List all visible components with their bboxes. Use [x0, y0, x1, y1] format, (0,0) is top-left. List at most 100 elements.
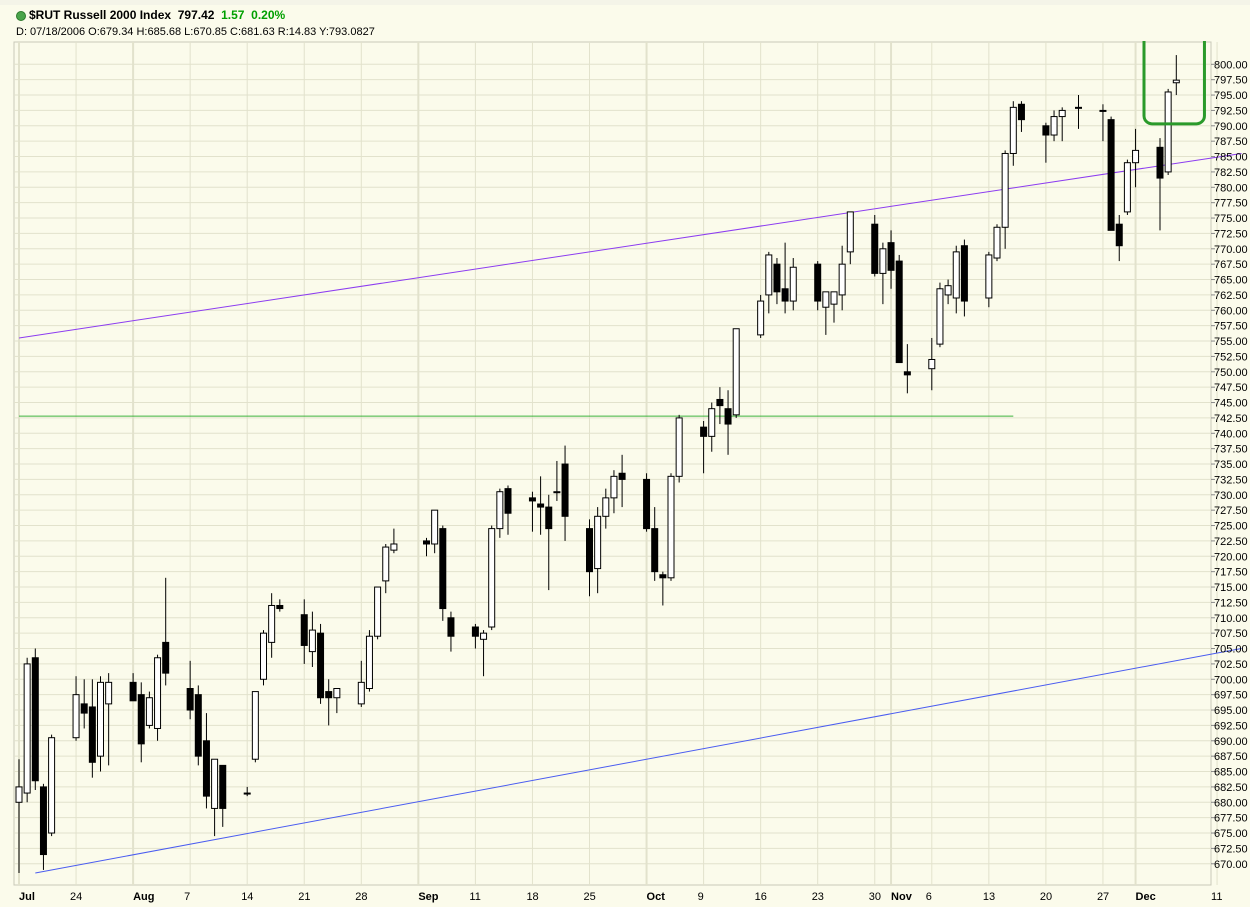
candle — [789, 258, 797, 311]
candle-body-down — [31, 657, 39, 782]
candle-body-up — [944, 285, 952, 296]
candle — [325, 679, 333, 726]
candle — [732, 328, 740, 418]
y-tick-label: 775.00 — [1214, 213, 1248, 225]
x-tick-label: 11 — [469, 891, 480, 903]
candle-body-up — [822, 291, 830, 308]
candle — [39, 783, 47, 870]
x-axis: Jul 24 Aug 7 14 21 28 Sep 11 18 25 Oct 9 16 23 30 Nov 6 13… — [19, 891, 1222, 903]
candle — [594, 507, 602, 594]
candle — [382, 543, 390, 594]
y-tick-label: 760.00 — [1214, 305, 1248, 317]
y-tick-label: 705.00 — [1214, 644, 1248, 656]
candle-body-up — [1058, 109, 1066, 118]
candle-body-down — [317, 632, 325, 699]
candle — [610, 470, 618, 514]
candle — [1107, 116, 1115, 231]
x-tick-label: 11 — [1211, 891, 1222, 903]
candle-body-down — [659, 574, 667, 579]
x-tick-label: Aug — [133, 891, 154, 903]
x-tick-label: Oct — [647, 891, 666, 903]
x-tick-label: Dec — [1136, 891, 1156, 903]
y-tick-label: 740.00 — [1214, 428, 1248, 440]
candle — [23, 657, 31, 803]
candle-body-up — [1132, 149, 1140, 164]
candle-body-down — [586, 528, 593, 573]
candle-body-down — [1107, 119, 1115, 231]
y-tick-label: 780.00 — [1214, 182, 1248, 194]
candle — [903, 344, 911, 394]
y-tick-label: 727.50 — [1214, 505, 1248, 517]
candle — [488, 525, 496, 631]
candle-body-up — [830, 291, 838, 305]
candle — [1172, 55, 1180, 96]
candle-body-down — [276, 604, 284, 610]
candle-body-up — [985, 254, 993, 299]
candle — [186, 660, 194, 720]
candle-body-down — [219, 764, 227, 809]
candle — [105, 673, 113, 766]
candle-body-down — [447, 617, 455, 637]
candle — [276, 599, 284, 612]
y-tick-label: 725.00 — [1214, 521, 1248, 533]
candle — [431, 509, 439, 554]
candle-body-up — [732, 328, 740, 416]
ohlc-readout: D: 07/18/2006 O:679.34 H:685.68 L:670.85… — [16, 26, 375, 38]
candle-body-down — [903, 371, 911, 376]
candle-body-down — [716, 398, 724, 407]
candle-body-up — [1099, 109, 1107, 112]
candle — [528, 491, 536, 532]
x-tick-label: Jul — [19, 891, 35, 903]
candle — [1050, 110, 1058, 142]
candle — [659, 571, 667, 606]
y-tick-label: 752.50 — [1214, 351, 1248, 363]
y-tick-label: 687.50 — [1214, 751, 1248, 763]
candle-body-down — [88, 706, 96, 763]
candle-body-up — [757, 300, 765, 336]
candle-body-down — [773, 263, 781, 293]
candle — [545, 494, 553, 591]
candle — [993, 224, 1001, 262]
candle-body-down — [423, 540, 430, 545]
x-tick-label: 16 — [755, 891, 767, 903]
candle-body-down — [1115, 223, 1123, 247]
candle-body-up — [390, 543, 398, 551]
candle-body-up — [488, 528, 496, 628]
x-tick-label: 27 — [1097, 891, 1109, 903]
candle — [1132, 128, 1140, 188]
y-tick-label: 790.00 — [1214, 121, 1248, 133]
candle — [219, 764, 227, 827]
candle — [1075, 95, 1082, 129]
candle-body-up — [846, 211, 854, 253]
candle — [716, 387, 724, 425]
candle-body-up — [333, 688, 341, 699]
candle-body-down — [700, 426, 708, 437]
x-tick-label: 7 — [184, 891, 190, 903]
candle — [162, 577, 170, 686]
y-tick-label: 712.50 — [1214, 597, 1248, 609]
candle-body-down — [528, 497, 536, 502]
candle-body-up — [357, 681, 365, 705]
candle — [88, 679, 96, 778]
y-tick-label: 715.00 — [1214, 582, 1248, 594]
candle-body-up — [105, 681, 113, 705]
candle — [1099, 104, 1107, 142]
y-tick-label: 797.50 — [1214, 75, 1248, 87]
candle-body-up — [496, 491, 504, 530]
candle-body-up — [48, 737, 56, 834]
candle-body-up — [765, 254, 773, 296]
candle-body-up — [993, 226, 1001, 259]
y-tick-label: 787.50 — [1214, 136, 1248, 148]
candle-body-down — [1156, 146, 1164, 179]
candle-body-up — [251, 691, 259, 760]
candle — [268, 593, 276, 658]
candle-body-up — [1123, 162, 1131, 213]
candle — [537, 476, 545, 535]
symbol-title-row: $RUT Russell 2000 Index 797.42 1.57 0.20… — [16, 8, 285, 22]
candle — [202, 713, 210, 809]
candlestick-series — [15, 55, 1180, 873]
status-dot-icon — [16, 10, 26, 21]
candle-body-up — [72, 694, 80, 739]
candle — [757, 294, 765, 338]
candle — [129, 673, 137, 702]
